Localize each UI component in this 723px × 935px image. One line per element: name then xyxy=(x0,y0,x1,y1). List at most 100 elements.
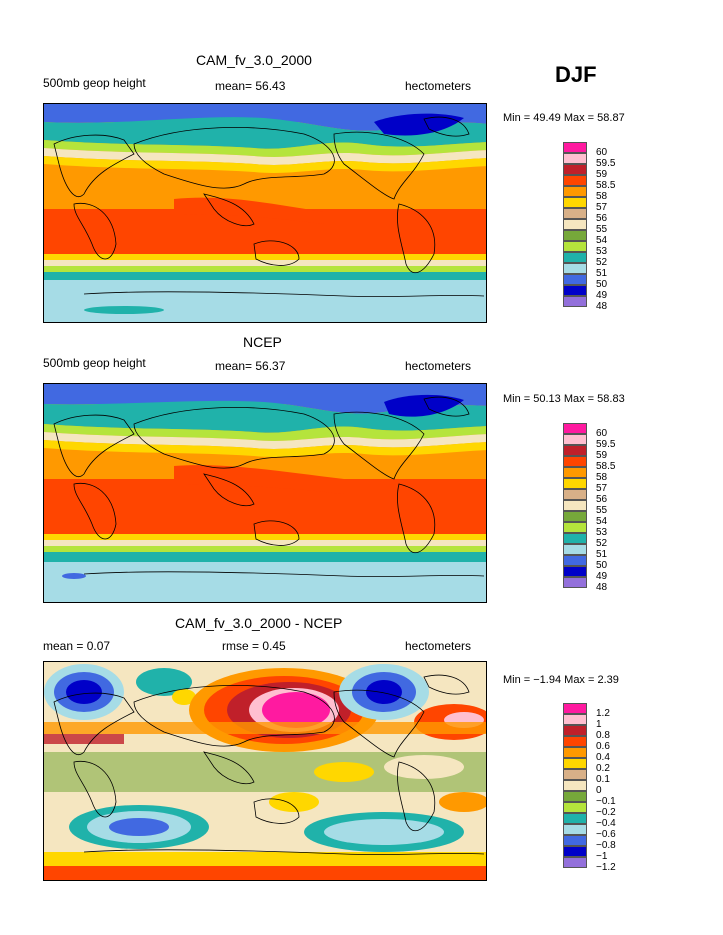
panel3-minmax: Min = −1.94 Max = 2.39 xyxy=(503,674,619,686)
panel3-units: hectometers xyxy=(405,639,472,653)
colorbar-swatch xyxy=(563,522,587,533)
colorbar-label: 49 xyxy=(596,571,608,582)
colorbar-label: 60 xyxy=(596,428,608,439)
colorbar-swatch xyxy=(563,736,587,747)
panel3-map xyxy=(43,661,487,881)
colorbar-label: 1.2 xyxy=(596,708,610,719)
colorbar-label: 54 xyxy=(596,235,608,246)
colorbar-swatch xyxy=(563,747,587,758)
colorbar-label: 55 xyxy=(596,505,608,516)
colorbar-swatch xyxy=(563,791,587,802)
panel1-colorbar: 60 59.5 59 58.5 58 57 56 55 54 53 52 51 … xyxy=(563,142,615,317)
colorbar-label: 49 xyxy=(596,290,608,301)
colorbar-label: 52 xyxy=(596,538,608,549)
colorbar-swatch xyxy=(563,456,587,467)
colorbar-swatch xyxy=(563,164,587,175)
colorbar-label: 60 xyxy=(596,147,608,158)
panel2-left-label: 500mb geop height xyxy=(43,356,146,370)
colorbar-swatch xyxy=(563,846,587,857)
colorbar-label: 55 xyxy=(596,224,608,235)
colorbar-swatch xyxy=(563,566,587,577)
colorbar-label: 0.8 xyxy=(596,730,610,741)
colorbar-swatch xyxy=(563,186,587,197)
colorbar-label: 57 xyxy=(596,202,608,213)
colorbar-swatch xyxy=(563,175,587,186)
colorbar-swatch xyxy=(563,544,587,555)
panel2-map xyxy=(43,383,487,603)
colorbar-label: −0.8 xyxy=(596,840,616,851)
colorbar-label: −0.6 xyxy=(596,829,616,840)
colorbar-swatch xyxy=(563,489,587,500)
panel3-rmse: rmse = 0.45 xyxy=(222,639,286,653)
colorbar-swatch xyxy=(563,296,587,307)
colorbar-label: 52 xyxy=(596,257,608,268)
colorbar-swatch xyxy=(563,857,587,868)
colorbar-label: 57 xyxy=(596,483,608,494)
panel2-units: hectometers xyxy=(405,359,472,373)
colorbar-label: 59 xyxy=(596,450,608,461)
colorbar-swatch xyxy=(563,445,587,456)
colorbar-label: −0.1 xyxy=(596,796,616,807)
colorbar-swatch xyxy=(563,219,587,230)
colorbar-swatch xyxy=(563,252,587,263)
panel1-mean: mean= 56.43 xyxy=(215,79,286,93)
colorbar-swatch xyxy=(563,769,587,780)
panel1-left-label: 500mb geop height xyxy=(43,76,146,90)
colorbar-swatch xyxy=(563,703,587,714)
colorbar-swatch xyxy=(563,835,587,846)
panel1-title: CAM_fv_3.0_2000 xyxy=(196,52,312,68)
colorbar-swatch xyxy=(563,434,587,445)
panel3-title: CAM_fv_3.0_2000 - NCEP xyxy=(175,615,343,631)
colorbar-label: −1 xyxy=(596,851,608,862)
colorbar-swatch xyxy=(563,758,587,769)
panel2-mean: mean= 56.37 xyxy=(215,359,286,373)
colorbar-swatch xyxy=(563,511,587,522)
colorbar-swatch xyxy=(563,467,587,478)
colorbar-swatch xyxy=(563,241,587,252)
panel3-mean: mean = 0.07 xyxy=(43,639,111,653)
colorbar-label: 0 xyxy=(596,785,602,796)
colorbar-swatch xyxy=(563,285,587,296)
colorbar-swatch xyxy=(563,802,587,813)
colorbar-swatch xyxy=(563,208,587,219)
colorbar-label: 51 xyxy=(596,268,608,279)
colorbar-swatch xyxy=(563,577,587,588)
panel1-map xyxy=(43,103,487,323)
colorbar-swatch xyxy=(563,555,587,566)
colorbar-label: 0.6 xyxy=(596,741,610,752)
colorbar-label: 58 xyxy=(596,472,608,483)
colorbar-swatch xyxy=(563,813,587,824)
colorbar-label: 54 xyxy=(596,516,608,527)
panel1-minmax: Min = 49.49 Max = 58.87 xyxy=(503,112,625,124)
colorbar-label: 48 xyxy=(596,301,608,312)
colorbar-label: 56 xyxy=(596,213,608,224)
colorbar-label: −0.2 xyxy=(596,807,616,818)
colorbar-swatch xyxy=(563,500,587,511)
colorbar-label: 58 xyxy=(596,191,608,202)
colorbar-swatch xyxy=(563,153,587,164)
colorbar-label: 0.2 xyxy=(596,763,610,774)
panel2-title: NCEP xyxy=(243,334,282,350)
colorbar-swatch xyxy=(563,478,587,489)
colorbar-swatch xyxy=(563,197,587,208)
colorbar-label: 59.5 xyxy=(596,439,616,450)
colorbar-label: 48 xyxy=(596,582,608,593)
panel2-minmax: Min = 50.13 Max = 58.83 xyxy=(503,393,625,405)
colorbar-swatch xyxy=(563,230,587,241)
season-label: DJF xyxy=(555,62,597,87)
colorbar-swatch xyxy=(563,714,587,725)
colorbar-label: 51 xyxy=(596,549,608,560)
colorbar-label: 59.5 xyxy=(596,158,616,169)
colorbar-label: −1.2 xyxy=(596,862,616,873)
colorbar-label: 58.5 xyxy=(596,180,616,191)
colorbar-label: 0.1 xyxy=(596,774,610,785)
colorbar-label: −0.4 xyxy=(596,818,616,829)
colorbar-swatch xyxy=(563,263,587,274)
colorbar-swatch xyxy=(563,533,587,544)
colorbar-swatch xyxy=(563,423,587,434)
colorbar-label: 56 xyxy=(596,494,608,505)
panel1-units: hectometers xyxy=(405,79,472,93)
colorbar-swatch xyxy=(563,725,587,736)
colorbar-label: 59 xyxy=(596,169,608,180)
colorbar-swatch xyxy=(563,780,587,791)
